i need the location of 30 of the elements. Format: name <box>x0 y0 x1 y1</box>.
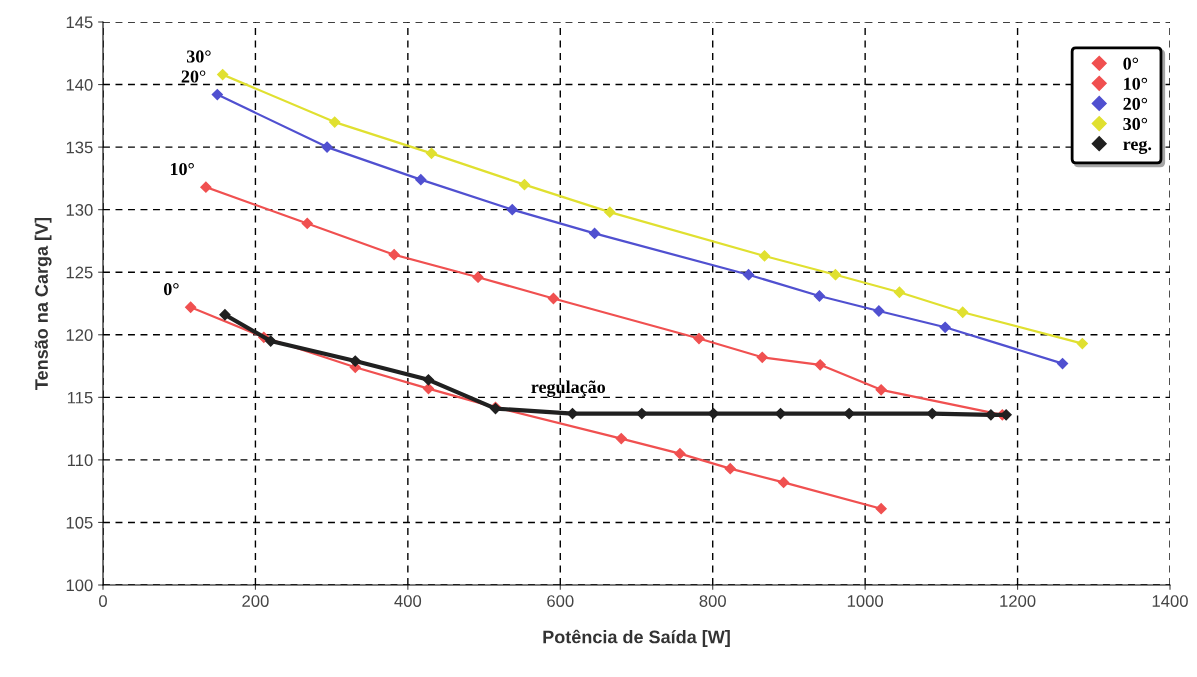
x-tick-label: 600 <box>547 595 574 607</box>
y-tick-label: 115 <box>67 391 93 404</box>
legend-label: 0° <box>1123 57 1139 70</box>
y-tick-label: 100 <box>66 579 93 592</box>
y-tick-label: 125 <box>66 266 93 279</box>
x-tick-label: 200 <box>242 595 269 607</box>
annotation: regulação <box>531 380 606 397</box>
y-tick-label: 120 <box>66 329 93 341</box>
annotation: 20° <box>181 70 206 83</box>
x-tick-label: 1200 <box>1000 595 1036 607</box>
legend-label: 10° <box>1124 77 1148 90</box>
y-tick-label: 145 <box>66 16 93 29</box>
y-tick-label: 130 <box>66 204 93 216</box>
legend-label: 20° <box>1123 97 1148 110</box>
x-tick-label: 1000 <box>847 595 884 607</box>
y-tick-label: 140 <box>66 78 93 91</box>
legend-label: 30° <box>1123 117 1148 131</box>
x-tick-label: 400 <box>394 595 422 607</box>
x-tick-label: 800 <box>699 595 726 607</box>
y-tick-label: 110 <box>67 454 93 467</box>
annotation: 10° <box>170 162 194 176</box>
y-tick-label: 105 <box>66 516 93 529</box>
annotation: 30° <box>186 50 211 63</box>
x-axis-title: Potência de Saída [W] <box>543 629 730 647</box>
y-axis-title: Tensão na Carga [V] <box>34 217 52 390</box>
legend-label: reg. <box>1123 140 1152 154</box>
x-tick-label: 0 <box>99 595 107 607</box>
annotation: 0° <box>163 283 179 296</box>
x-tick-label: 1400 <box>1152 595 1188 607</box>
y-tick-label: 135 <box>66 141 93 154</box>
